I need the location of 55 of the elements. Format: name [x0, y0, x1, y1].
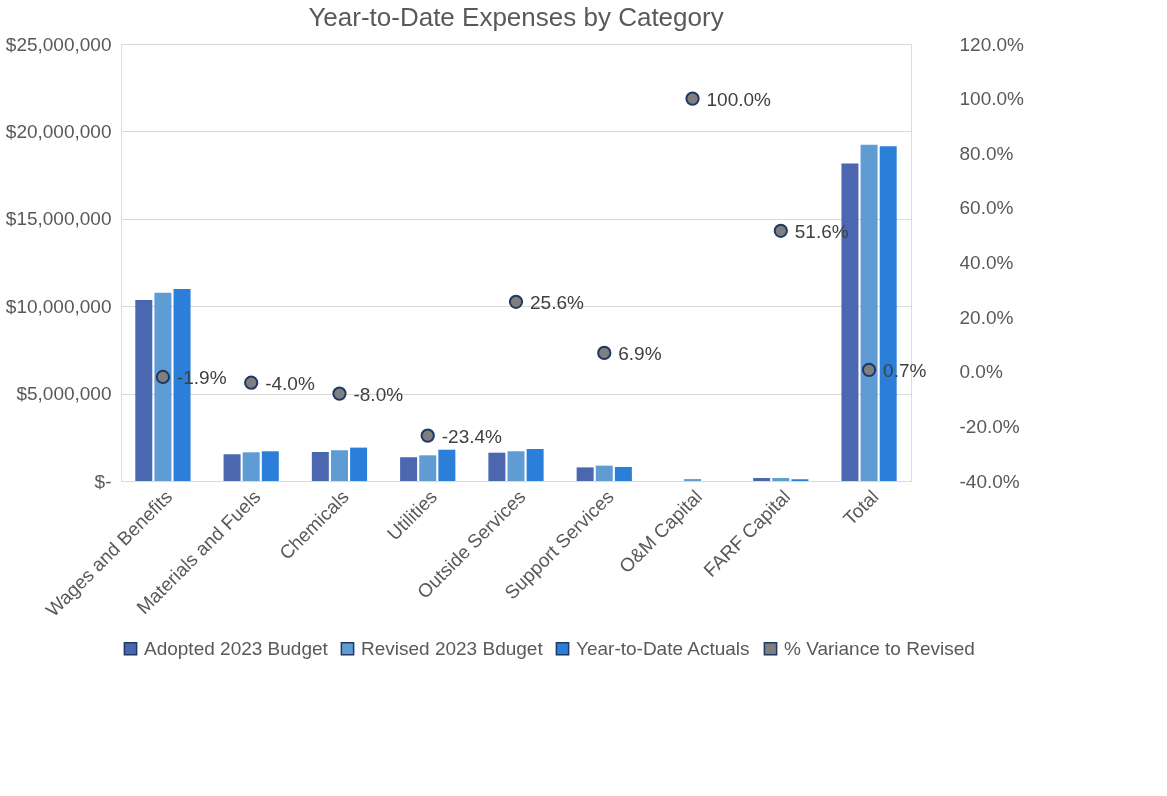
data-label: 25.6% — [530, 291, 584, 313]
bar — [311, 451, 329, 481]
y2-tick-label: 120.0% — [959, 33, 1025, 55]
bar — [135, 300, 153, 481]
point — [332, 386, 347, 401]
y-tick-label: $5,000,000 — [16, 383, 112, 405]
y2-tick-label: -20.0% — [959, 415, 1020, 437]
bar — [438, 449, 456, 481]
bar — [488, 452, 506, 481]
bar — [242, 452, 260, 481]
bar — [419, 455, 437, 481]
y2-tick-label: 40.0% — [959, 252, 1014, 273]
bar — [595, 465, 613, 481]
y2-tick-label: 20.0% — [959, 306, 1014, 328]
y-tick-label: $- — [94, 470, 112, 492]
point — [155, 369, 171, 385]
bar — [507, 451, 525, 481]
data-label: -8.0% — [353, 383, 404, 405]
bar — [350, 447, 368, 481]
legend-label: Revised 2023 Bduget — [361, 637, 544, 659]
y-tick-label: $10,000,000 — [5, 295, 112, 317]
point — [773, 223, 788, 238]
bar — [614, 467, 632, 481]
bar — [330, 450, 348, 481]
data-label: 6.9% — [618, 342, 662, 364]
bar — [154, 292, 172, 481]
data-label: 100.0% — [706, 88, 772, 110]
legend-label: % Variance to Revised — [784, 637, 975, 659]
point — [508, 294, 524, 309]
data-label: -23.4% — [441, 425, 503, 447]
data-label: -4.0% — [265, 372, 315, 394]
bar — [261, 451, 279, 481]
y2-tick-label: -40.0% — [959, 470, 1020, 492]
bar — [772, 478, 790, 481]
legend-label: Year-to-Date Actuals — [576, 637, 750, 659]
bar — [400, 457, 418, 481]
y2-tick-label: 80.0% — [959, 142, 1014, 164]
y-tick-label: $20,000,000 — [5, 120, 112, 142]
bar — [576, 467, 594, 481]
chart-title: Year-to-Date Expenses by Category — [308, 2, 724, 32]
y2-tick-label: 0.0% — [959, 361, 1003, 383]
point — [597, 345, 612, 361]
bar — [753, 478, 771, 481]
point — [861, 362, 877, 377]
y-tick-label: $25,000,000 — [5, 33, 112, 55]
legend-label: Adopted 2023 Budget — [144, 637, 329, 659]
y2-tick-label: 100.0% — [959, 88, 1025, 110]
bar — [860, 144, 878, 481]
bar — [223, 454, 241, 481]
y2-tick-label: 60.0% — [959, 197, 1014, 219]
point — [685, 91, 700, 106]
y-tick-label: $15,000,000 — [5, 208, 112, 230]
point — [244, 375, 259, 390]
point — [420, 428, 435, 443]
bar — [526, 449, 544, 481]
